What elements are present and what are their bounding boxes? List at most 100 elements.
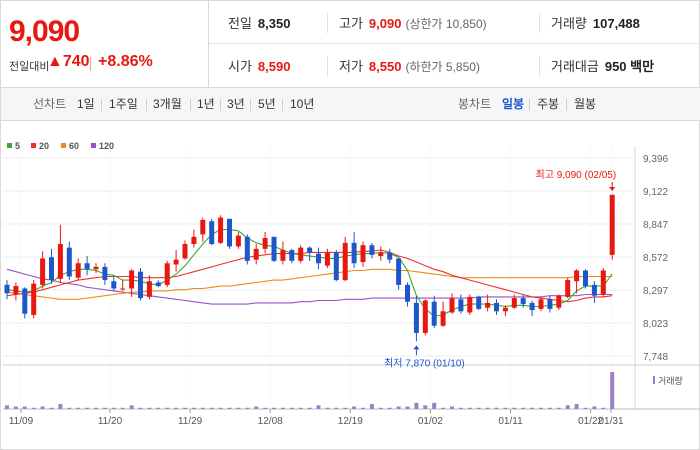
candle-body — [405, 284, 410, 302]
toolbar-divider — [146, 99, 147, 111]
stat-label: 거래대금 — [551, 59, 599, 74]
volume-bar — [423, 405, 428, 409]
change-amount: ▲740 — [47, 53, 90, 70]
candle-body — [57, 244, 63, 279]
volume-bar — [22, 406, 27, 409]
volume-bar — [334, 407, 339, 409]
low-annotation: 최저 7,870 (01/10) — [384, 357, 465, 369]
volume-bar — [592, 406, 597, 409]
candle-body — [200, 219, 206, 235]
y-tick-label: 8,297 — [643, 286, 668, 297]
candle-body — [271, 236, 277, 261]
y-tick-label: 8,023 — [643, 319, 668, 330]
candle-body — [49, 257, 54, 281]
candle-monthly-button[interactable]: 월봉 — [574, 97, 597, 111]
candle-body — [155, 282, 161, 287]
legend-swatch — [31, 143, 36, 148]
candle-body — [476, 296, 482, 309]
candle-body — [600, 270, 606, 295]
volume-bar — [378, 407, 383, 409]
candle-body — [440, 311, 446, 326]
upper-limit: (상한가 10,850) — [405, 17, 487, 31]
volume-bar — [129, 405, 134, 409]
candle-body — [565, 280, 571, 297]
candle-body — [66, 247, 72, 277]
candle-body — [31, 283, 37, 315]
candle-body — [280, 250, 286, 261]
volume-bar — [40, 406, 45, 409]
toolbar-divider — [282, 99, 283, 111]
candle-weekly-button[interactable]: 주봉 — [537, 97, 560, 111]
volume-bar — [325, 407, 330, 409]
volume-bar — [67, 407, 72, 409]
toolbar-divider — [529, 99, 530, 111]
period-3m-button[interactable]: 3개월 — [153, 97, 182, 111]
candle-body — [360, 245, 366, 263]
volume-bar — [343, 407, 348, 409]
period-3y-button[interactable]: 3년 — [227, 97, 245, 111]
period-1y-button[interactable]: 1년 — [197, 97, 215, 111]
chart-toolbar: 선차트 1일 1주일 3개월 1년 3년 5년 10년 봉차트 일봉 주봉 월봉 — [1, 88, 700, 121]
x-tick-label: 01/11 — [498, 416, 523, 427]
stat-divider — [539, 56, 540, 76]
volume-bar — [76, 407, 81, 409]
volume-bar — [263, 407, 268, 409]
stat-label: 전일 — [228, 16, 252, 31]
volume-bar — [245, 407, 250, 409]
volume-bar — [218, 407, 223, 409]
candle-body — [369, 245, 375, 255]
stat-value: 8,590 — [257, 59, 291, 74]
price-summary: 9,090 전일대비 ▲740 +8.86% — [1, 1, 209, 88]
stat-prev-close: 전일 8,350 — [228, 1, 290, 44]
volume-bar — [574, 404, 579, 409]
volume-bar — [138, 407, 143, 409]
volume-bar — [200, 407, 205, 409]
period-10y-button[interactable]: 10년 — [290, 97, 315, 111]
volume-bar — [58, 404, 63, 409]
candle-body — [227, 218, 232, 247]
candle-body — [235, 235, 241, 247]
volume-bar — [85, 407, 90, 409]
candle-body — [511, 298, 517, 308]
x-tick-label: 01/02 — [418, 416, 443, 427]
y-tick-label: 8,572 — [643, 253, 668, 264]
change-label: 전일대비 — [9, 61, 50, 73]
volume-label: 거래량 — [658, 375, 683, 386]
volume-bar — [307, 407, 312, 409]
volume-bar — [254, 406, 259, 409]
quote-stats: 전일 8,350 고가 9,090 (상한가 10,850) 거래량 107,488 시… — [209, 1, 700, 88]
candle-body — [316, 253, 321, 264]
period-5y-button[interactable]: 5년 — [258, 97, 276, 111]
x-tick-label: 12/08 — [258, 416, 283, 427]
candle-body — [111, 281, 117, 289]
candle-body — [591, 284, 597, 296]
volume-bar — [450, 406, 454, 409]
volume-bar — [547, 407, 552, 409]
legend-label-ma60: 60 — [69, 141, 79, 151]
candle-body — [538, 299, 544, 309]
period-1w-button[interactable]: 1주일 — [109, 97, 138, 111]
candle-body — [4, 284, 10, 294]
candle-body — [422, 300, 428, 333]
volume-bar — [156, 407, 161, 409]
line-chart-label: 선차트 — [33, 97, 67, 111]
volume-bar — [539, 407, 543, 409]
volume-bar — [512, 407, 517, 409]
stat-value: 950 백만 — [604, 59, 655, 74]
volume-bar — [227, 407, 232, 409]
toolbar-divider — [190, 99, 191, 111]
change-percent: +8.86% — [98, 53, 153, 70]
candle-body — [164, 263, 170, 285]
stat-value: 9,090 — [368, 16, 402, 31]
candle-body — [324, 252, 330, 266]
toolbar-divider — [250, 99, 251, 111]
candle-body — [262, 238, 268, 249]
volume-bar — [601, 407, 606, 409]
period-1d-button[interactable]: 1일 — [77, 97, 95, 111]
candle-daily-button[interactable]: 일봉 — [502, 97, 525, 111]
change-divider — [90, 57, 91, 71]
y-tick-label: 8,847 — [643, 220, 668, 231]
candle-body — [609, 194, 615, 255]
x-tick-label: 11/20 — [98, 416, 123, 427]
